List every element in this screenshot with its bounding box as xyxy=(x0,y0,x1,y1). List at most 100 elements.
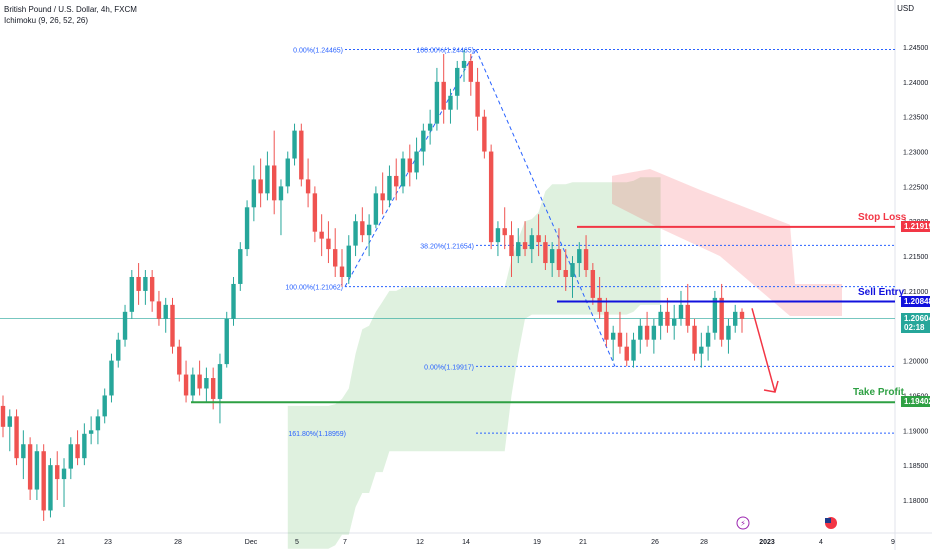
candle-body xyxy=(617,332,623,347)
projection-arrowhead xyxy=(763,380,779,393)
currency-label: USD xyxy=(897,4,914,13)
candle-body xyxy=(143,276,148,291)
price-tick: 1.23500 xyxy=(903,115,928,122)
time-tick: 7 xyxy=(343,539,347,546)
price-tick: 1.22500 xyxy=(903,184,928,191)
candle-body xyxy=(129,276,135,312)
time-tick: 9 xyxy=(891,539,895,546)
candle-body xyxy=(509,235,514,257)
fib-label-161: 161.80%(1.18959) xyxy=(288,431,346,438)
candle-body xyxy=(590,270,596,298)
candle-body xyxy=(495,228,501,243)
candle-body xyxy=(238,249,243,284)
fib-trendline-down xyxy=(475,49,616,367)
candle-body xyxy=(14,416,19,459)
candle-body xyxy=(699,346,704,354)
candle-body xyxy=(251,179,257,208)
time-tick: 2023 xyxy=(759,539,775,546)
candle-body xyxy=(68,444,73,469)
candle-body xyxy=(48,465,53,511)
price-tick: 1.24500 xyxy=(903,45,928,52)
candle-body xyxy=(190,374,196,396)
candle-body xyxy=(394,175,399,187)
price-tick: 1.21500 xyxy=(903,254,928,261)
candle-body xyxy=(644,325,650,340)
time-tick: 5 xyxy=(295,539,299,546)
candle-body xyxy=(224,318,229,365)
candle-body xyxy=(692,325,697,354)
candle-body xyxy=(638,325,643,340)
candle-body xyxy=(556,249,562,271)
candle-body xyxy=(197,374,202,389)
candle-body xyxy=(149,276,155,302)
sell-entry-price-tag: 1.20848 xyxy=(901,295,932,307)
candle-body xyxy=(461,60,467,68)
sell-entry-label: Sell Entry xyxy=(858,286,905,298)
us-flag-canton xyxy=(825,518,831,523)
candle-body xyxy=(522,242,528,250)
candle-body xyxy=(536,235,541,243)
candle-body xyxy=(346,245,351,277)
time-tick: 28 xyxy=(174,539,182,546)
time-tick: 26 xyxy=(651,539,659,546)
fib-label-100b: 100.00%(1.24465) xyxy=(416,47,474,54)
time-tick: 28 xyxy=(700,539,708,546)
candle-body xyxy=(258,179,263,194)
time-tick: 19 xyxy=(533,539,541,546)
candle-body xyxy=(360,221,365,236)
candle-body xyxy=(271,165,277,201)
candle-body xyxy=(373,193,379,225)
candle-body xyxy=(502,228,507,236)
price-tick: 1.21000 xyxy=(903,289,928,296)
candle-body xyxy=(712,297,718,333)
candle-body xyxy=(183,374,189,396)
candle-body xyxy=(210,378,216,399)
time-tick: 21 xyxy=(57,539,65,546)
candle-body xyxy=(285,158,290,187)
candle-body xyxy=(427,123,433,131)
candle-body xyxy=(95,416,101,431)
projection-arrow xyxy=(751,308,776,393)
ichimoku-cloud-bearish xyxy=(612,168,842,317)
stop-loss-price-tag: 1.21919 xyxy=(901,220,932,232)
candle-body xyxy=(82,433,87,459)
bar-countdown: 02:18 xyxy=(904,322,925,332)
candle-body xyxy=(380,193,385,201)
candle-body xyxy=(299,130,304,180)
candle-body xyxy=(610,332,616,340)
candle-body xyxy=(400,158,406,187)
candle-body xyxy=(685,304,690,326)
price-tick: 1.18000 xyxy=(903,498,928,505)
candle-body xyxy=(563,270,568,277)
candle-body xyxy=(319,231,324,239)
candle-body xyxy=(678,304,684,319)
candle-body xyxy=(244,207,250,250)
fib-label-0b: 0.00%(1.19917) xyxy=(424,364,474,371)
candle-body xyxy=(543,242,548,264)
candle-body xyxy=(177,346,182,375)
candle-body xyxy=(7,416,12,427)
candle-body xyxy=(516,242,521,257)
price-tick: 1.18500 xyxy=(903,463,928,470)
candle-body xyxy=(577,249,582,264)
candle-body xyxy=(448,95,453,110)
candle-body xyxy=(455,67,460,96)
candle-body xyxy=(665,311,670,326)
candle-body xyxy=(387,175,392,201)
candle-body xyxy=(88,430,94,434)
candle-body xyxy=(278,186,284,201)
candle-body xyxy=(468,60,474,82)
chart-header: British Pound / U.S. Dollar, 4h, FXCM Ic… xyxy=(4,4,137,26)
fib-label-38: 38.20%(1.21654) xyxy=(420,243,474,250)
candle-body xyxy=(339,266,345,277)
indicator-label: Ichimoku (9, 26, 52, 26) xyxy=(4,16,89,25)
time-tick: 14 xyxy=(462,539,470,546)
candle-body xyxy=(333,249,338,267)
price-tick: 1.20000 xyxy=(903,359,928,366)
candle-body xyxy=(583,249,589,271)
candle-body xyxy=(631,339,636,361)
take-profit-price-tag: 1.19402 xyxy=(901,396,932,408)
candle-body xyxy=(305,179,311,194)
price-tick: 1.23000 xyxy=(903,150,928,157)
